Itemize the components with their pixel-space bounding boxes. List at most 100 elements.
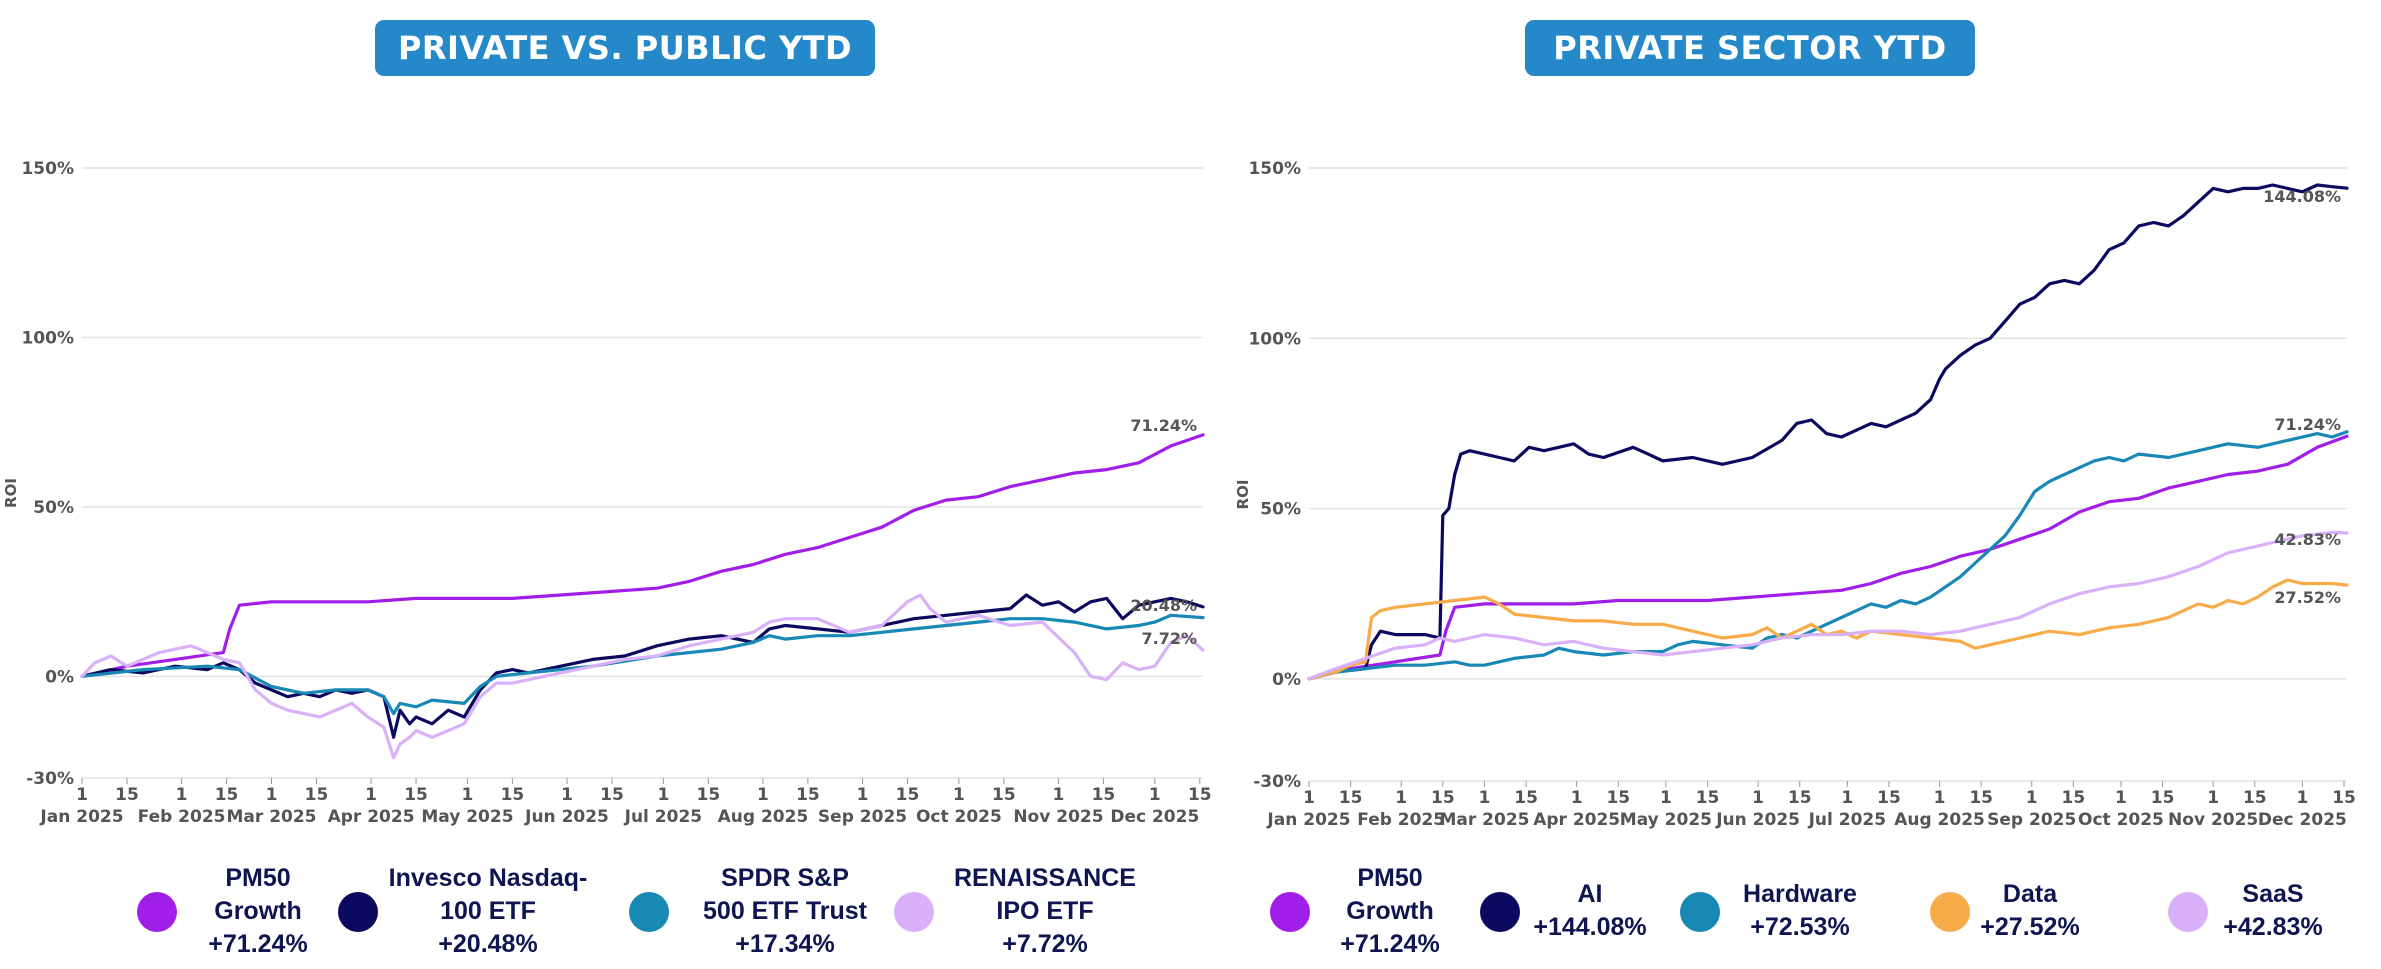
x-month-label: Aug 2025 [1894, 810, 1985, 830]
x-tick-label: 1 [1841, 788, 1853, 808]
gridlines [1309, 167, 2347, 782]
legend-item: Data +27.52% [1930, 862, 2090, 962]
left-chart-title: PRIVATE VS. PUBLIC YTD ROI [375, 20, 875, 123]
x-month-label: Apr 2025 [328, 807, 415, 827]
x-tick-label: 15 [1339, 788, 1363, 808]
legend-label-line: Growth [1346, 897, 1434, 925]
legend-label-line: Invesco Nasdaq- [388, 864, 588, 892]
legend-label: Data +27.52% [1970, 878, 2090, 944]
legend-label-line: +17.34% [735, 930, 835, 958]
legend-label: SaaS +42.83% [2208, 878, 2338, 944]
y-tick-label: 150% [21, 159, 74, 179]
legend-swatch [1680, 892, 1720, 932]
x-tick-label: 15 [600, 785, 624, 805]
x-month-label: Sep 2025 [1987, 810, 2076, 830]
series-end-label: 144.08% [2263, 187, 2341, 206]
x-tick-label: 15 [796, 785, 820, 805]
legend-label-line: +20.48% [438, 930, 538, 958]
y-tick-label: 150% [1248, 159, 1301, 179]
x-tick-label: 1 [365, 785, 377, 805]
series-end-label: 42.83% [2274, 530, 2341, 549]
x-month-label: Jun 2025 [524, 807, 609, 827]
x-tick-label: 15 [215, 785, 239, 805]
legend-label: Hardware +72.53% [1720, 878, 1880, 944]
legend-item: Hardware +72.53% [1680, 862, 1880, 962]
legend-swatch [894, 892, 934, 932]
legend-label-line: PM50 [225, 864, 291, 892]
y-tick-label: -30% [1253, 772, 1301, 792]
x-tick-label: 1 [1053, 785, 1065, 805]
legend-label: PM50 Growth +71.24% [1310, 862, 1470, 961]
x-month-label: Nov 2025 [1013, 807, 1103, 827]
legend-label-line: PM50 [1357, 864, 1423, 892]
x-month-label: Jun 2025 [1715, 810, 1800, 830]
legend-label-line: +27.52% [1980, 913, 2080, 941]
x-month-label: Mar 2025 [227, 807, 317, 827]
x-month-label: Oct 2025 [2078, 810, 2164, 830]
series-end-label: 7.72% [1141, 629, 1197, 648]
x-tick-label: 15 [2151, 788, 2175, 808]
y-axis-label: ROI [2, 478, 20, 508]
x-tick-label: 15 [305, 785, 329, 805]
x-tick-label: 15 [115, 785, 139, 805]
y-tick-label: 50% [33, 498, 74, 518]
x-tick-label: 15 [896, 785, 920, 805]
x-tick-label: 15 [1969, 788, 1993, 808]
legend-label-line: Growth [214, 897, 302, 925]
right-chart-title: PRIVATE SECTOR YTD ROI [1525, 20, 1975, 123]
legend-label-line: Hardware [1743, 880, 1857, 908]
legend-label-line: RENAISSANCE [954, 864, 1136, 892]
x-month-label: Feb 2025 [138, 807, 226, 827]
x-tick-label: 1 [1303, 788, 1315, 808]
legend-swatch [137, 892, 177, 932]
legend-label-line: +71.24% [208, 930, 308, 958]
series-end-label: 27.52% [2274, 588, 2341, 607]
x-tick-label: 1 [953, 785, 965, 805]
legend-item: AI +144.08% [1480, 862, 1660, 962]
legend-swatch [2168, 892, 2208, 932]
x-month-label: Sep 2025 [818, 807, 907, 827]
x-tick-label: 1 [76, 785, 88, 805]
series-line-hardware [1307, 430, 2349, 681]
legend-label-line: 100 ETF [440, 897, 536, 925]
x-tick-label: 15 [992, 785, 1016, 805]
legend-label-line: IPO ETF [996, 897, 1094, 925]
x-tick-label: 1 [2207, 788, 2219, 808]
legend-swatch [1480, 892, 1520, 932]
x-tick-label: 1 [2296, 788, 2308, 808]
x-tick-label: 1 [1571, 788, 1583, 808]
y-axis-label: ROI [1234, 480, 1252, 510]
legend-item: Invesco Nasdaq- 100 ETF +20.48% [338, 862, 588, 962]
x-tick-label: 15 [1092, 785, 1116, 805]
x-month-label: Feb 2025 [1357, 810, 1445, 830]
x-tick-label: 1 [1660, 788, 1672, 808]
x-tick-label: 1 [1149, 785, 1161, 805]
x-tick-label: 15 [1788, 788, 1812, 808]
x-tick-label: 1 [1752, 788, 1764, 808]
series-end-label: 20.48% [1130, 596, 1197, 615]
legend-item: PM50 Growth +71.24% [1270, 862, 1470, 962]
right-chart-panel: PRIVATE SECTOR YTD ROI -30% 0% 50% 100% 150%… [1230, 0, 2381, 969]
x-tick-label: 1 [1395, 788, 1407, 808]
x-tick-label: 15 [1514, 788, 1538, 808]
x-tick-label: 15 [2062, 788, 2086, 808]
left-chart-panel: PRIVATE VS. PUBLIC YTD ROI -30% 0% 50% 100%… [2, 20, 1212, 962]
x-month-label: Dec 2025 [1110, 807, 1199, 827]
y-tick-label: 0% [45, 667, 74, 687]
x-tick-label: 1 [2026, 788, 2038, 808]
x-month-label: Oct 2025 [916, 807, 1002, 827]
legend-label: AI +144.08% [1520, 878, 1660, 944]
x-tick-label: 1 [176, 785, 188, 805]
x-tick-label: 1 [561, 785, 573, 805]
legend-label-line: SPDR S&P [721, 864, 849, 892]
x-month-label: Jul 2025 [1808, 810, 1887, 830]
legend-label-line: AI [1577, 880, 1603, 908]
x-tick-label: 1 [1479, 788, 1491, 808]
x-month-label: May 2025 [421, 807, 513, 827]
x-tick-label: 15 [404, 785, 428, 805]
legend-label-line: +42.83% [2223, 913, 2323, 941]
legend-label-line: Data [2002, 880, 2058, 908]
x-month-label: Nov 2025 [2168, 810, 2258, 830]
legend-swatch [1930, 892, 1970, 932]
x-tick-label: 1 [2115, 788, 2127, 808]
